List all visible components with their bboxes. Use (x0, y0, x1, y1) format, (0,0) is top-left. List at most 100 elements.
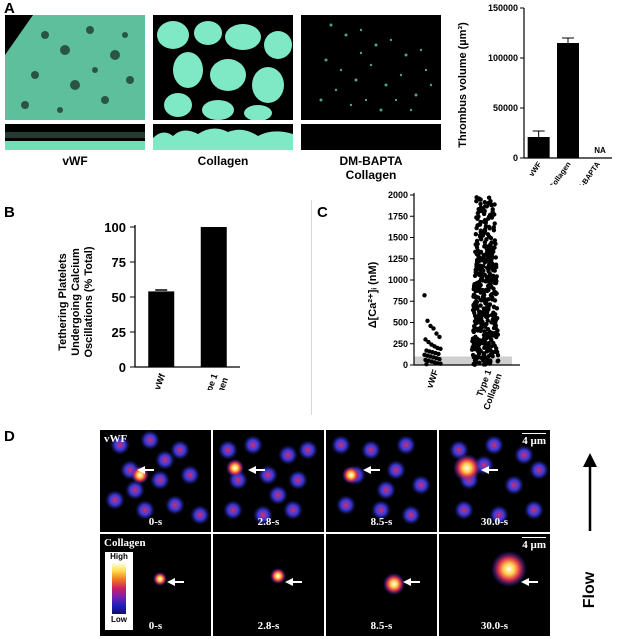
chart-c-vwf-point (438, 346, 443, 352)
panel-b-label: B (4, 204, 15, 221)
row-label: vWF (104, 433, 128, 445)
time-label: 30.0-s (480, 516, 509, 528)
chart-b-ytick-label: 0 (119, 360, 126, 375)
chart-c-collagen-point (495, 358, 501, 363)
chart-b-bar (148, 291, 175, 367)
intensity-colorbar: High Low (105, 552, 133, 630)
chart-c-vwf-point (426, 339, 431, 345)
chart-c-collagen-point (493, 262, 499, 267)
chart-c-collagen-point (478, 205, 484, 210)
collagen-image-caption: Collagen (197, 154, 249, 168)
chart-c-ytick-label: 1250 (388, 254, 408, 264)
time-label: 2.8-s (257, 516, 280, 528)
chart-c-ytick-label: 250 (393, 339, 408, 349)
time-label: 2.8-s (257, 620, 280, 632)
thrombus-volume-chart: Thrombus volume (µm³) 0 50000 100000 150000… (457, 3, 612, 185)
time-label: 8.5-s (370, 620, 393, 632)
time-label: 30.0-s (480, 620, 509, 632)
dm-bapta-thrombus-image (301, 15, 441, 120)
chart-c-collagen-point (482, 227, 488, 232)
colorbar-gradient (112, 562, 126, 614)
chart-c-collagen-point (476, 214, 481, 219)
dm-bapta-caption-line1: DM-BAPTA (339, 154, 403, 168)
vwf-thrombus-image (5, 15, 145, 120)
chart-c-collagen-point (474, 238, 480, 244)
chart-c-collagen-point (493, 241, 498, 246)
chart-c-ytick-label: 2000 (388, 190, 408, 200)
chart-c-collagen-point (482, 243, 488, 248)
chart-b-ylabel-line2: Undergoing Calcium (70, 248, 82, 356)
chart-c-collagen-point (485, 232, 491, 237)
chart-b-ytick-label: 100 (104, 220, 126, 235)
chart-c-baseline-band (414, 356, 512, 365)
chart-c-collagen-point (482, 200, 487, 205)
chart-c-collagen-point (489, 240, 494, 245)
chart-c-collagen-point (491, 340, 496, 346)
chart-c-collagen-point (478, 263, 483, 268)
chart-c-collagen-point (487, 302, 493, 307)
chart-c-collagen-point (478, 228, 484, 233)
chart-c-collagen-point (473, 334, 478, 340)
chart-c-collagen-point (490, 245, 495, 250)
chart-c-collagen-point (473, 232, 479, 237)
vwf-image-caption: vWF (62, 154, 88, 168)
chart-a-category-label: vWF (527, 160, 544, 178)
chart-b-ylabel-line3: Oscillations (% Total) (83, 246, 95, 357)
chart-c-ytick-label: 1000 (388, 275, 408, 285)
chart-a-ytick-label: 100000 (488, 53, 518, 63)
chart-c-ytick-label: 1500 (388, 233, 408, 243)
chart-c-vwf-point (425, 318, 430, 323)
fluorescence-frame: 30.0-s 4 µm (439, 534, 550, 636)
chart-c-collagen-point (490, 207, 495, 212)
chart-b-ytick-label: 75 (112, 255, 126, 270)
chart-c-collagen-point (478, 219, 483, 225)
dm-bapta-image-caption: DM-BAPTA Collagen (301, 154, 441, 182)
colorbar-low-label: Low (111, 615, 127, 624)
chart-c-collagen-point (474, 195, 479, 200)
scale-bar-label: 4 µm (522, 537, 546, 551)
chart-b-ytick-label: 25 (112, 325, 126, 340)
chart-c-ytick-label: 750 (393, 296, 408, 306)
chart-b-ytick-label: 50 (112, 290, 126, 305)
chart-c-collagen-point (490, 255, 495, 260)
fluorescence-frame: 30.0-s 4 µm (439, 430, 550, 532)
chart-b-bar (200, 227, 227, 367)
chart-c-ytick-label: 500 (393, 318, 408, 328)
fluorescence-frame: 0-s vWF (100, 430, 211, 532)
panel-d-label: D (4, 428, 15, 445)
chart-c-vwf-point (436, 351, 441, 357)
chart-a-ylabel: Thrombus volume (µm³) (457, 22, 469, 148)
chart-a-category-label: Collagen (547, 160, 573, 185)
chart-a-bar (527, 137, 550, 158)
fluorescence-frame: 2.8-s (213, 534, 324, 636)
panel-a-label: A (4, 0, 15, 17)
calcium-oscillation-chart: Tethering Platelets Undergoing Calcium O… (57, 220, 240, 390)
chart-a-ytick-label: 150000 (488, 3, 518, 13)
chart-c-collagen-point (494, 315, 500, 321)
chart-c-vwf-point (422, 293, 427, 298)
chart-c-collagen-point (494, 274, 499, 279)
panel-divider (311, 200, 312, 415)
chart-c-vwf-point (424, 361, 429, 367)
chart-c-collagen-point (488, 358, 493, 363)
chart-c-vwf-point (437, 334, 442, 340)
fluorescence-frame: 8.5-s (326, 534, 437, 636)
scale-bar-label: 4 µm (522, 433, 546, 447)
chart-c-collagen-point (492, 202, 497, 207)
row-label: Collagen (104, 537, 146, 549)
chart-c-collagen-point (480, 287, 485, 293)
chart-c-collagen-point (492, 290, 497, 295)
chart-c-collagen-point (492, 221, 497, 226)
chart-c-collagen-point (490, 273, 496, 279)
chart-c-collagen-point (478, 303, 483, 308)
chart-c-vwf-point (437, 356, 442, 362)
chart-c-collagen-point (482, 329, 487, 334)
colorbar-high-label: High (110, 552, 128, 561)
dm-bapta-caption-line2: Collagen (345, 168, 397, 182)
chart-c-vwf-point (431, 326, 436, 331)
chart-a-ytick-label: 50000 (493, 103, 518, 113)
chart-c-collagen-point (494, 349, 500, 355)
chart-c-collagen-point (470, 352, 476, 358)
chart-c-collagen-point (478, 201, 483, 207)
chart-c-collagen-point (491, 225, 497, 230)
